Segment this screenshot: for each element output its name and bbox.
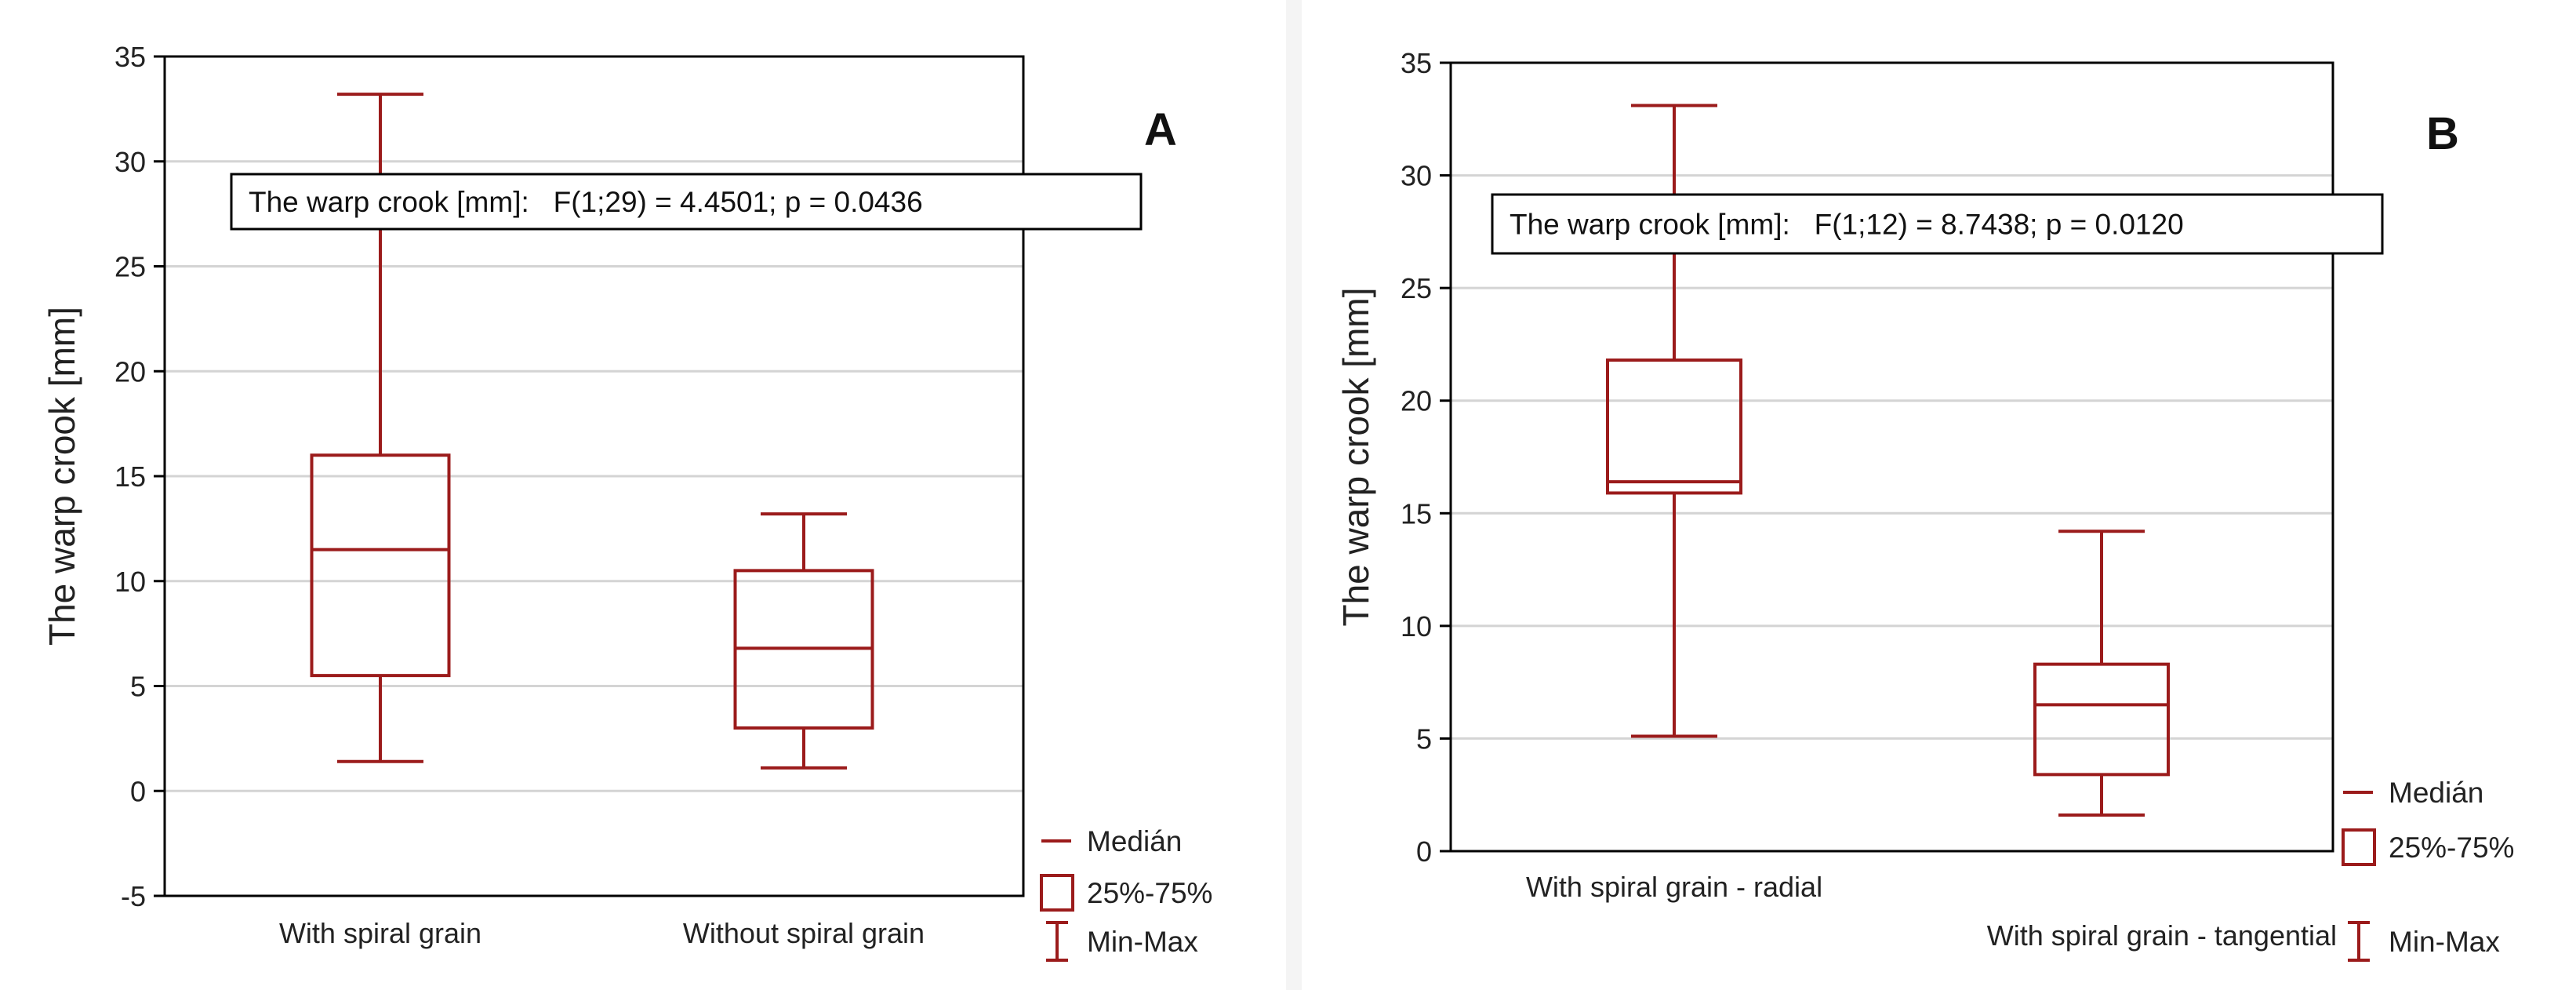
chart-panel-a: -5 0 5 10 15 20 25 30 35 The warp crook [mm] Wit…: [0, 0, 1282, 990]
category-label-b-1: With spiral grain - radial: [1526, 871, 1822, 903]
y-tick-label-a-8: 35: [114, 41, 146, 73]
y-tick-label-a-6: 25: [114, 251, 146, 283]
legend-quartile-label: 25%-75%: [1087, 877, 1212, 909]
quartile-box: [1606, 359, 1742, 495]
y-tick-label-a-2: 5: [130, 671, 146, 703]
legend-median-label: Medián: [2389, 777, 2483, 809]
legend-minmax-label: Min-Max: [2389, 926, 2500, 958]
box-a-1: [310, 93, 451, 763]
panel-letter-b: B: [2426, 108, 2459, 159]
stat-annotation-a: The warp crook [mm]: F(1;29) = 4.4501; p…: [230, 173, 1143, 231]
box-b-1: [1606, 104, 1742, 738]
y-tick-label-a-4: 15: [114, 460, 146, 493]
plot-frame-b: [1449, 61, 2334, 853]
y-tick-label-b-7: 35: [1401, 47, 1432, 79]
stat-annotation-text-a: The warp crook [mm]: F(1;29) = 4.4501; p…: [249, 186, 923, 218]
legend-quartile-symbol: [1040, 874, 1074, 912]
panel-letter-a: A: [1144, 104, 1177, 155]
stat-annotation-b: The warp crook [mm]: F(1;12) = 8.7438; p…: [1491, 193, 2384, 255]
stat-annotation-box-a: [230, 173, 1143, 231]
legend-minmax-symbol: [1046, 921, 1068, 962]
quartile-box: [310, 453, 451, 678]
y-tick-label-b-0: 0: [1416, 835, 1432, 868]
y-tick-label-a-0: -5: [121, 880, 146, 912]
legend-quartile-label: 25%-75%: [2389, 832, 2514, 864]
y-tick-label-a-7: 30: [114, 146, 146, 178]
legend-median-label: Medián: [1087, 825, 1182, 857]
chart-b-svg: 0 5 10 15 20 25 30 35 The warp crook [mm] With …: [1335, 47, 2514, 962]
stat-annotation-box-b: [1491, 193, 2384, 255]
y-tick-label-a-5: 20: [114, 355, 146, 388]
y-tick-label-b-1: 5: [1416, 722, 1432, 755]
y-tick-label-b-5: 25: [1401, 272, 1432, 304]
stat-annotation-text-b: The warp crook [mm]: F(1;12) = 8.7438; p…: [1510, 209, 2184, 241]
quartile-box: [2033, 662, 2170, 777]
chart-a-svg: -5 0 5 10 15 20 25 30 35 The warp crook [mm] Wit…: [42, 41, 1212, 962]
category-label-b-2: With spiral grain - tangential: [1987, 919, 2337, 952]
legend-minmax-label: Min-Max: [1087, 926, 1198, 958]
box-a-2: [733, 512, 874, 770]
legend-quartile-symbol: [2342, 828, 2376, 866]
y-axis-label-b: The warp crook [mm]: [1335, 288, 1376, 627]
y-tick-label-b-6: 30: [1401, 160, 1432, 192]
category-label-a-2: Without spiral grain: [683, 917, 925, 949]
y-tick-label-a-3: 10: [114, 566, 146, 598]
y-tick-label-b-4: 20: [1401, 385, 1432, 417]
legend-b: Medián 25%-75% Min-Max: [2342, 777, 2514, 962]
y-tick-label-b-3: 15: [1401, 497, 1432, 530]
panel-divider: [1286, 0, 1302, 990]
category-label-a-1: With spiral grain: [279, 917, 481, 949]
y-tick-label-a-1: 0: [130, 775, 146, 807]
box-b-2: [2033, 530, 2170, 817]
legend-minmax-symbol: [2348, 921, 2370, 962]
legend-a: Medián 25%-75% Min-Max: [1040, 825, 1212, 962]
y-tick-label-b-2: 10: [1401, 610, 1432, 642]
y-axis-label-a: The warp crook [mm]: [42, 307, 82, 646]
chart-panel-b: 0 5 10 15 20 25 30 35 The warp crook [mm] With …: [1306, 0, 2576, 990]
